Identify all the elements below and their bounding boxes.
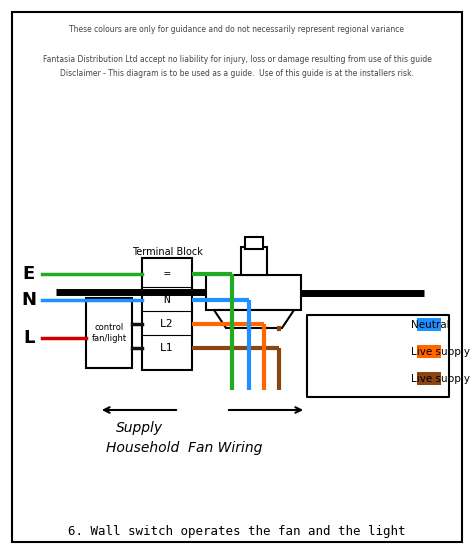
Bar xyxy=(207,275,301,310)
Text: L: L xyxy=(23,329,35,347)
Text: N: N xyxy=(164,295,170,305)
Text: L1: L1 xyxy=(160,343,174,353)
Text: Supply: Supply xyxy=(116,421,163,435)
Bar xyxy=(417,318,441,331)
Text: These colours are only for guidance and do not necessarily represent regional va: These colours are only for guidance and … xyxy=(70,25,404,34)
Text: Terminal Block: Terminal Block xyxy=(132,247,202,257)
Bar xyxy=(86,298,132,368)
Text: Fantasia Distribution Ltd accept no liability for injury, loss or damage resulti: Fantasia Distribution Ltd accept no liab… xyxy=(43,55,431,64)
Bar xyxy=(417,372,441,385)
Polygon shape xyxy=(214,310,294,328)
Text: Household  Fan Wiring: Household Fan Wiring xyxy=(106,441,262,455)
Text: Disclaimer - This diagram is to be used as a guide.  Use of this guide is at the: Disclaimer - This diagram is to be used … xyxy=(60,69,414,79)
Bar xyxy=(241,247,267,275)
Text: Neutral: Neutral xyxy=(411,320,450,330)
Text: control
fan/light: control fan/light xyxy=(91,324,127,343)
Text: E: E xyxy=(23,265,35,283)
Text: =: = xyxy=(164,269,170,279)
Text: Live supply (fan): Live supply (fan) xyxy=(411,374,474,384)
Bar xyxy=(307,315,449,397)
Bar xyxy=(142,258,192,370)
Bar xyxy=(245,237,263,249)
Text: L2: L2 xyxy=(160,319,174,329)
Bar xyxy=(417,345,441,358)
Text: Live supply (light): Live supply (light) xyxy=(411,347,474,357)
Text: 6. Wall switch operates the fan and the light: 6. Wall switch operates the fan and the … xyxy=(68,526,406,538)
Text: N: N xyxy=(21,291,36,309)
